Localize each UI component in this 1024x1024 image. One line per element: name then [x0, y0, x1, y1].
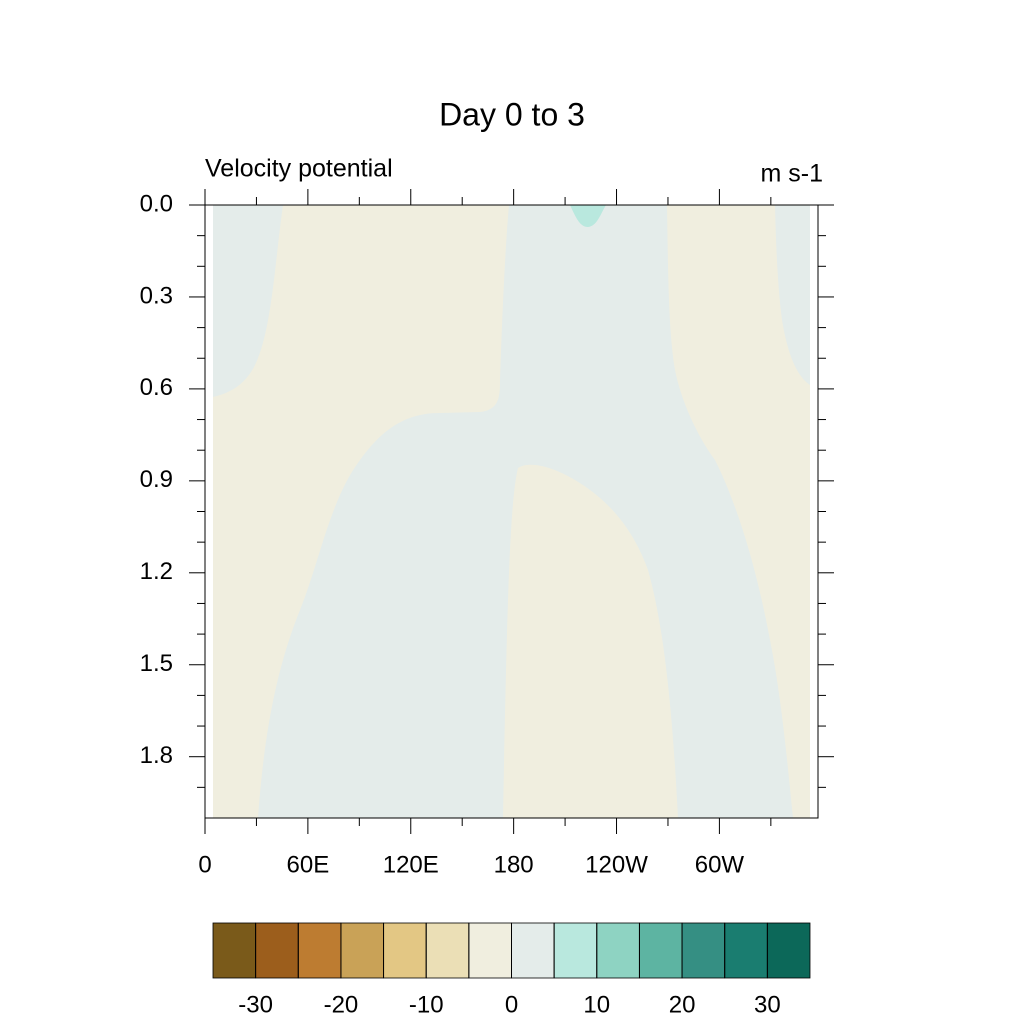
colorbar-box: [596, 922, 640, 979]
x-tick-label: 180: [494, 851, 534, 878]
colorbar-box: [425, 922, 470, 979]
colorbar-label: -20: [324, 991, 359, 1018]
colorbar-box: [766, 922, 811, 979]
colorbar-box: [724, 922, 768, 979]
contour-region: [213, 205, 283, 397]
y-tick-label: 1.5: [140, 650, 173, 677]
x-tick-label: 60W: [695, 851, 745, 878]
x-tick-label: 60E: [287, 851, 330, 878]
y-tick-label: 1.2: [140, 558, 173, 585]
chart-title: Day 0 to 3: [439, 96, 585, 132]
colorbar-box: [639, 922, 683, 979]
colorbar-box: [681, 922, 726, 979]
colorbar-label: 0: [505, 991, 518, 1018]
colorbar-box: [553, 922, 598, 979]
x-tick-label: 0: [198, 851, 211, 878]
x-tick-label: 120W: [585, 851, 648, 878]
contour-region: [775, 205, 810, 385]
colorbar-label: 10: [583, 991, 610, 1018]
units-label: m s-1: [761, 160, 824, 188]
contour-region: [258, 205, 793, 818]
colorbar-label: 20: [669, 991, 696, 1018]
colorbar-box: [383, 922, 427, 979]
x-tick-label: 120E: [383, 851, 439, 878]
colorbar-label: -30: [238, 991, 273, 1018]
colorbar-label: -10: [409, 991, 444, 1018]
y-tick-label: 1.8: [140, 742, 173, 769]
contour-field: [213, 205, 810, 818]
contour-region: [570, 205, 606, 227]
colorbar-box: [468, 922, 512, 979]
y-tick-label: 0.3: [140, 282, 173, 309]
colorbar-box: [511, 922, 555, 979]
left-label: Velocity potential: [205, 155, 393, 183]
y-tick-label: 0.9: [140, 466, 173, 493]
colorbar-box: [297, 922, 342, 979]
colorbar-box: [212, 922, 257, 979]
colorbar-label: 30: [754, 991, 781, 1018]
y-tick-label: 0.0: [140, 190, 173, 217]
y-tick-label: 0.6: [140, 374, 173, 401]
colorbar-box: [255, 922, 299, 979]
colorbar-box: [340, 922, 384, 979]
